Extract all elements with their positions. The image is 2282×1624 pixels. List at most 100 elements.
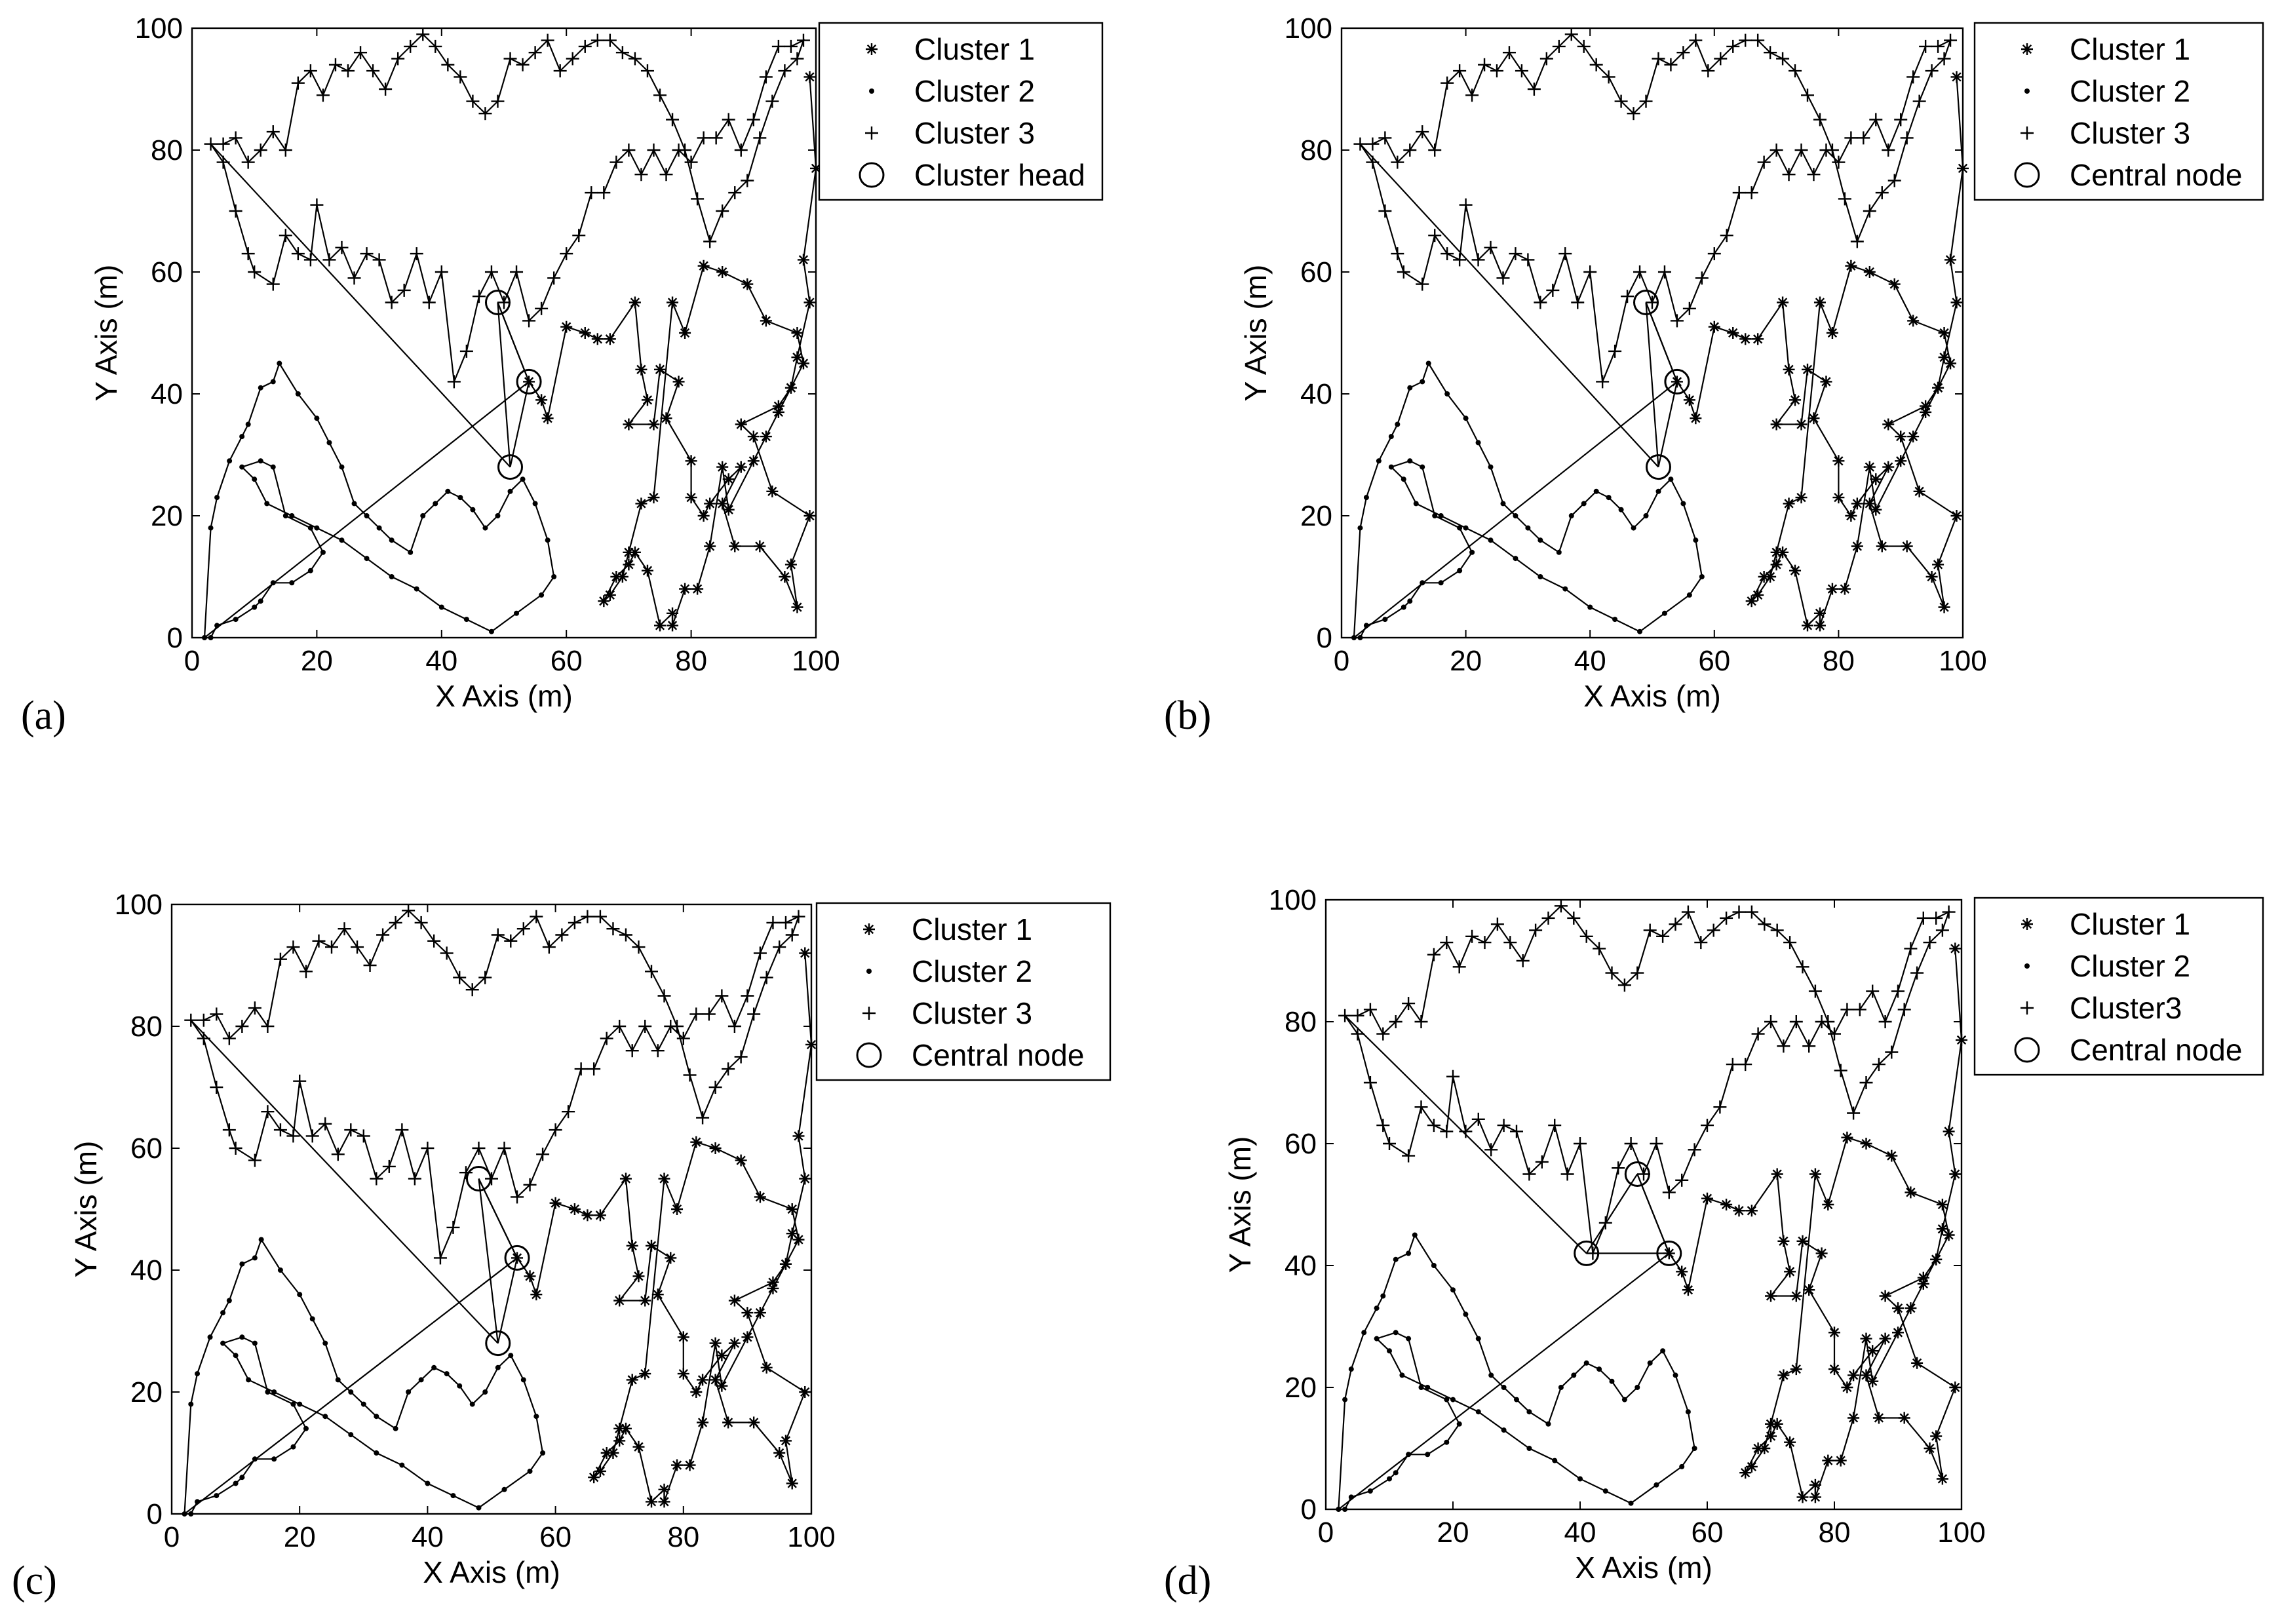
- data-point: [1560, 1167, 1574, 1181]
- data-point: [651, 1288, 664, 1301]
- data-point: [1790, 1363, 1802, 1376]
- data-point: [671, 1203, 684, 1215]
- data-point: [1463, 416, 1469, 421]
- data-point: [497, 454, 524, 480]
- data-point: [581, 1209, 594, 1222]
- data-point: [1535, 1155, 1549, 1169]
- data-point: [1510, 1125, 1523, 1138]
- x-tick-label: 40: [412, 1521, 444, 1553]
- data-point: [1876, 540, 1888, 552]
- data-point: [697, 1374, 709, 1386]
- data-point: [478, 107, 492, 121]
- data-point: [427, 934, 441, 948]
- data-point: [651, 1044, 665, 1058]
- data-point: [446, 1220, 460, 1234]
- data-point: [1450, 1287, 1456, 1293]
- legend-label: Cluster 2: [914, 74, 1035, 108]
- data-point: [495, 1364, 501, 1370]
- data-point: [1537, 574, 1543, 579]
- data-point: [1612, 1161, 1625, 1175]
- data-point: [510, 265, 524, 279]
- data-point: [425, 1480, 431, 1486]
- data-point: [1581, 501, 1587, 507]
- x-tick-label: 100: [1937, 1517, 1985, 1549]
- data-point: [1567, 911, 1581, 925]
- data-point: [588, 1471, 600, 1484]
- series-dot: [1336, 1232, 1697, 1512]
- data-point: [786, 1203, 798, 1215]
- data-point: [227, 458, 233, 464]
- data-point: [1351, 1027, 1364, 1041]
- data-point: [514, 610, 520, 616]
- data-point: [1841, 1382, 1853, 1393]
- y-tick-label: 20: [151, 500, 183, 532]
- data-point: [1822, 1454, 1834, 1467]
- data-point: [1471, 253, 1485, 267]
- data-point: [463, 617, 469, 623]
- data-point: [530, 1288, 543, 1301]
- data-point: [1757, 155, 1771, 169]
- data-point: [270, 464, 276, 470]
- data-point: [1745, 595, 1758, 608]
- data-point: [1441, 247, 1454, 261]
- legend: Cluster 1 Cluster 2 Cluster 3 Central node: [1973, 22, 2264, 201]
- data-point: [1631, 966, 1644, 980]
- data-point: [1795, 492, 1808, 504]
- data-point: [728, 1294, 741, 1307]
- data-point: [799, 947, 811, 959]
- data-point: [1892, 1302, 1904, 1315]
- data-point: [1931, 39, 1945, 53]
- data-point: [1919, 39, 1933, 53]
- data-point: [465, 983, 479, 997]
- data-point: [1813, 113, 1827, 126]
- data-point: [1937, 52, 1951, 66]
- data-point: [391, 52, 405, 66]
- data-point: [402, 904, 416, 918]
- data-point: [670, 1020, 684, 1033]
- data-point: [613, 1020, 627, 1033]
- data-point: [264, 501, 270, 507]
- data-point: [1475, 1409, 1481, 1415]
- data-point: [1500, 501, 1506, 507]
- legend-marker: [2014, 1037, 2040, 1063]
- y-tick-label: 40: [1285, 1250, 1317, 1282]
- data-point: [722, 1416, 735, 1429]
- data-point: [1882, 418, 1895, 431]
- data-point: [597, 186, 611, 200]
- data-point: [1488, 464, 1494, 470]
- data-point: [1571, 1372, 1577, 1378]
- data-point: [1420, 464, 1425, 470]
- data-point: [1526, 1446, 1532, 1451]
- data-point: [1670, 314, 1684, 328]
- data-point: [1624, 1137, 1638, 1150]
- data-point: [1930, 1253, 1943, 1266]
- data-point: [1453, 253, 1467, 267]
- data-point: [632, 940, 646, 954]
- data-point: [1627, 107, 1640, 121]
- series-dot: [202, 360, 557, 640]
- data-point: [305, 1129, 319, 1143]
- data-point: [709, 131, 723, 145]
- data-point: [676, 1032, 690, 1045]
- data-point: [598, 595, 610, 608]
- data-point: [497, 1142, 511, 1155]
- data-point: [1374, 1336, 1380, 1342]
- data-point: [222, 1123, 236, 1137]
- data-point: [229, 1142, 242, 1155]
- data-point: [1870, 503, 1882, 516]
- data-point: [1537, 537, 1543, 543]
- data-point: [195, 1499, 201, 1505]
- data-point: [784, 558, 797, 571]
- data-point: [522, 314, 536, 328]
- data-point: [1577, 39, 1591, 53]
- data-point: [1936, 1473, 1948, 1485]
- data-point: [1628, 1500, 1634, 1506]
- data-point: [677, 1368, 689, 1380]
- data-point: [338, 922, 351, 936]
- data-point: [753, 131, 767, 145]
- data-point: [1568, 513, 1574, 518]
- data-point: [482, 525, 488, 531]
- data-point: [418, 1377, 424, 1383]
- y-tick-label: 80: [151, 134, 183, 166]
- data-point: [279, 229, 292, 242]
